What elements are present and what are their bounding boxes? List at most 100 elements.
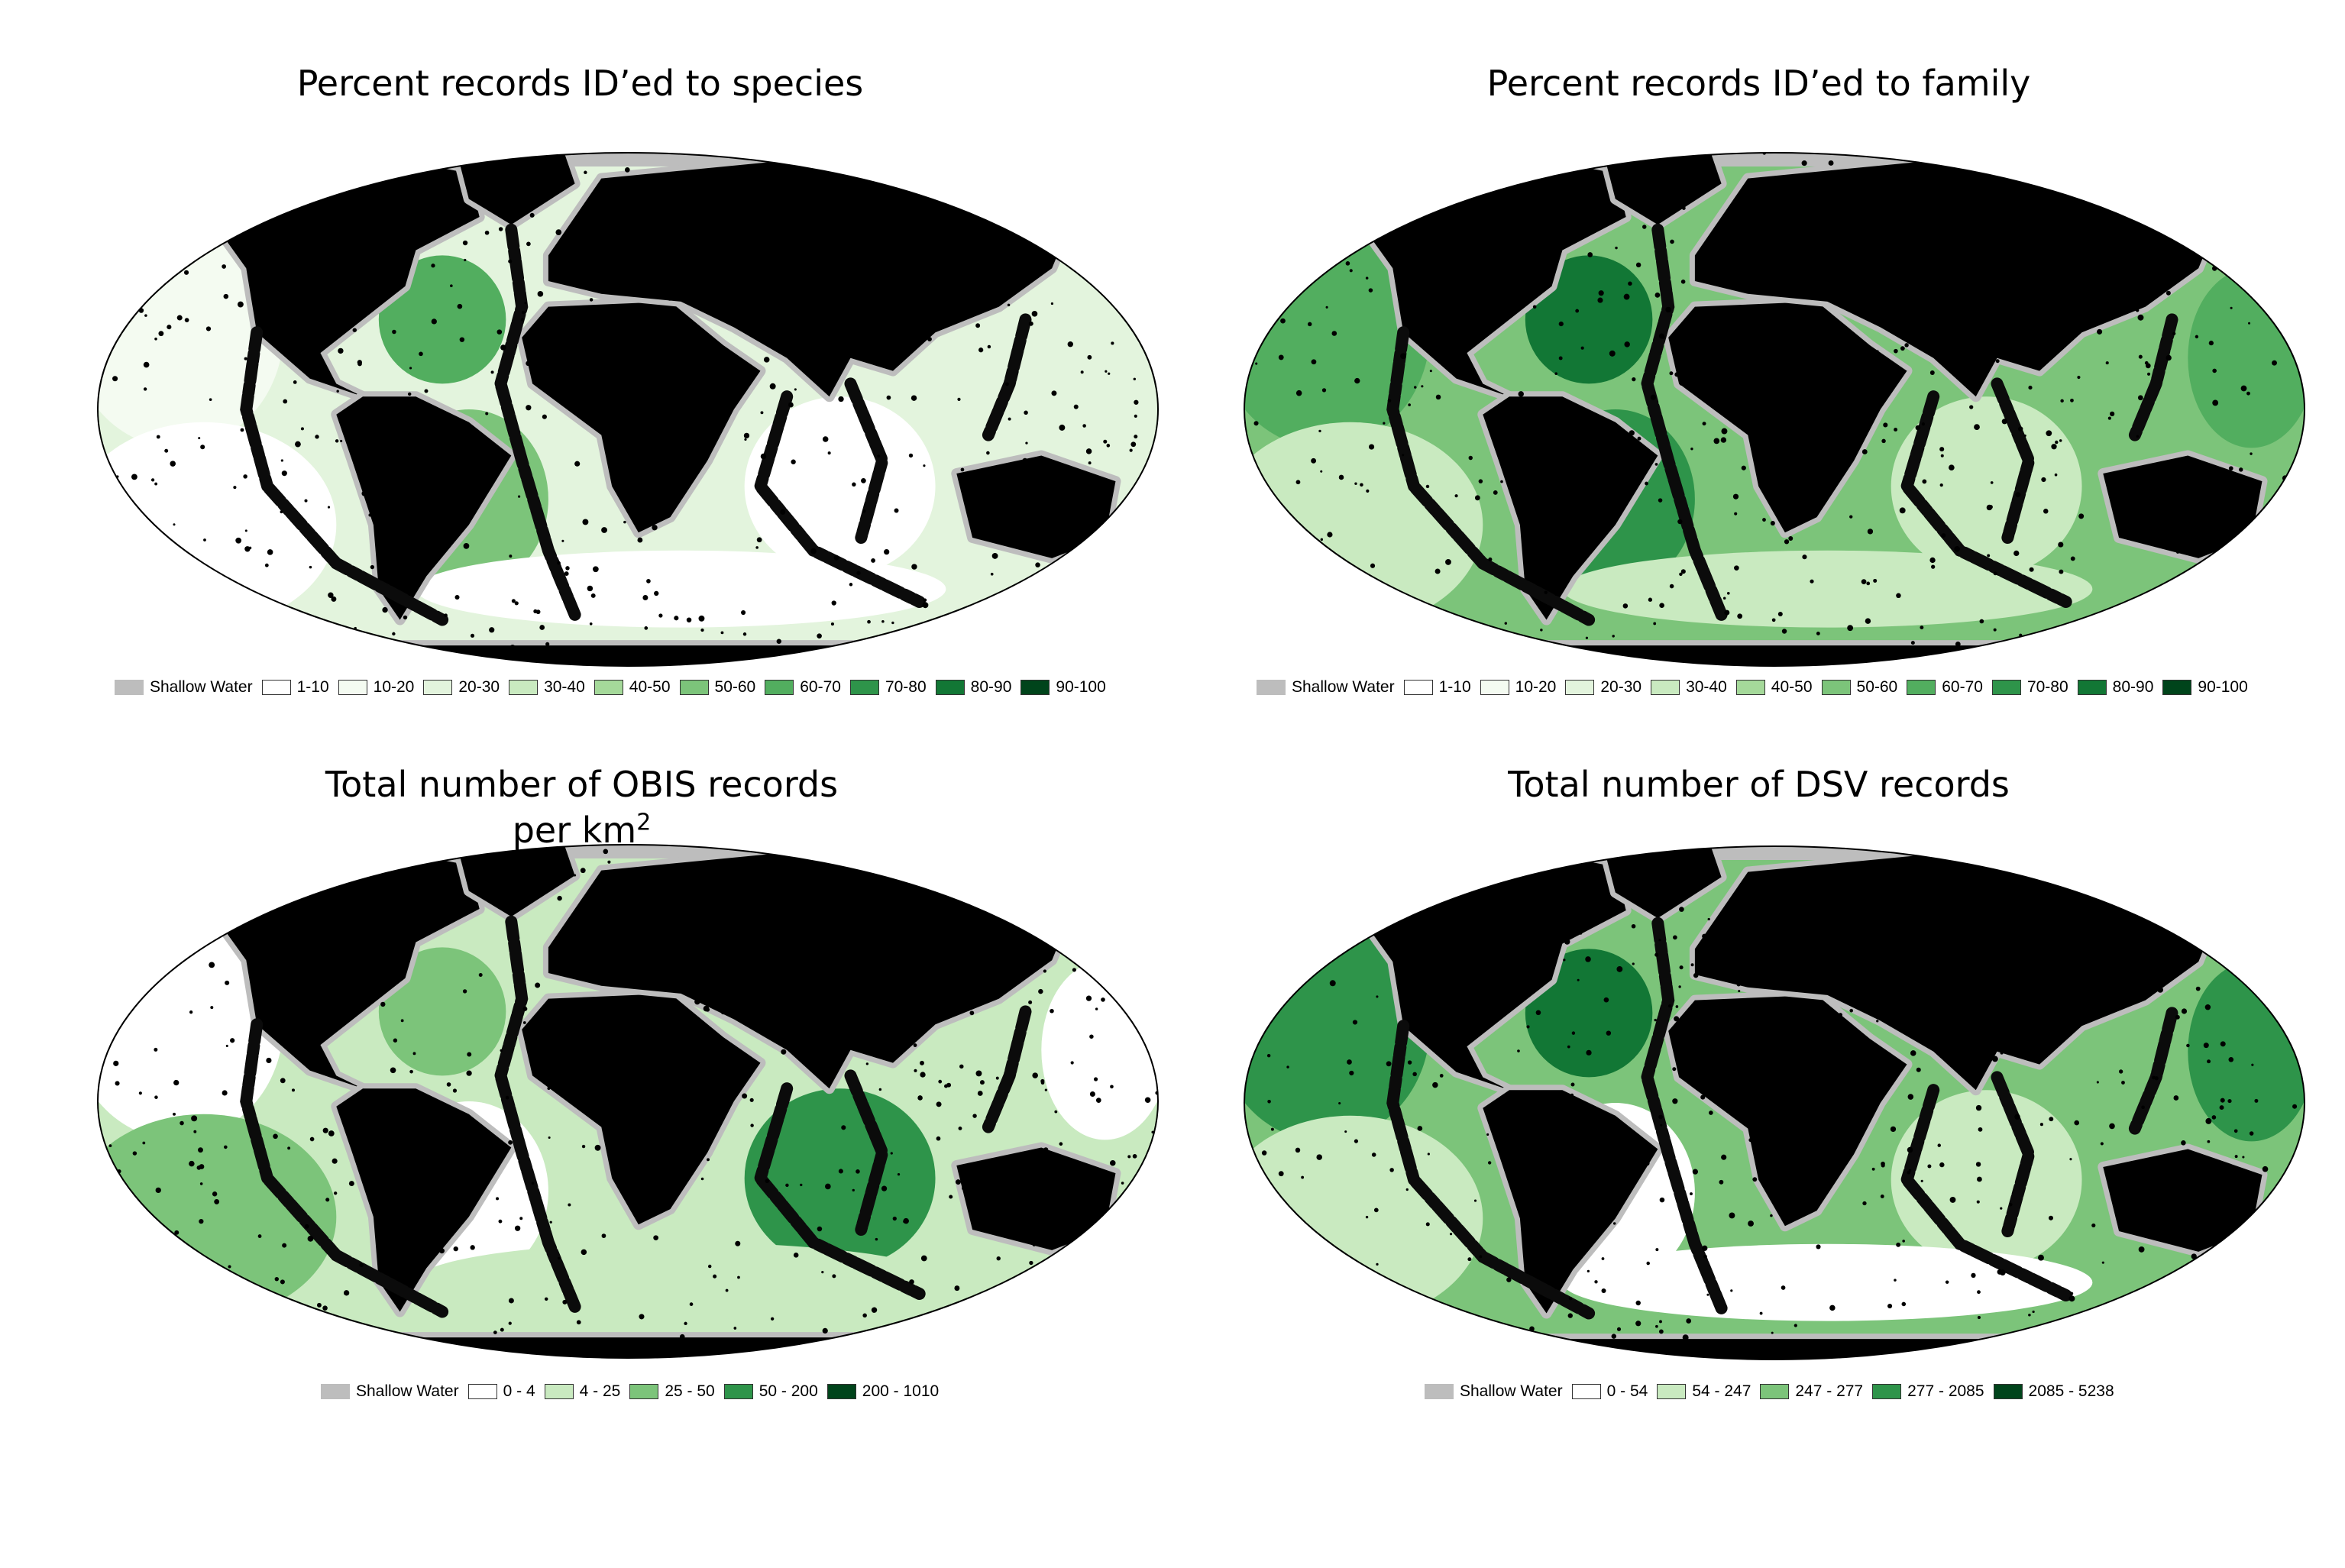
seafloor-feature bbox=[646, 868, 652, 874]
seafloor-feature bbox=[760, 453, 767, 460]
seafloor-feature bbox=[955, 1179, 961, 1185]
seafloor-feature bbox=[1650, 394, 1656, 400]
seafloor-feature bbox=[2246, 391, 2250, 396]
seafloor-feature bbox=[531, 1182, 535, 1185]
seafloor-feature bbox=[1839, 435, 1846, 441]
seafloor-feature bbox=[735, 1240, 741, 1246]
seafloor-feature bbox=[2049, 965, 2055, 969]
seafloor-feature bbox=[586, 651, 589, 655]
legend-swatch bbox=[1257, 680, 1286, 695]
seafloor-feature bbox=[849, 583, 853, 587]
seafloor-feature bbox=[291, 1088, 296, 1092]
seafloor-feature bbox=[327, 506, 331, 509]
seafloor-feature bbox=[1887, 287, 1891, 291]
legend-item: 90-100 bbox=[1020, 678, 1106, 697]
seafloor-feature bbox=[859, 349, 862, 352]
seafloor-feature bbox=[574, 874, 577, 877]
seafloor-feature bbox=[1655, 1248, 1659, 1252]
seafloor-feature bbox=[1951, 186, 1956, 192]
seafloor-feature bbox=[1982, 970, 1985, 973]
seafloor-feature bbox=[1489, 249, 1494, 254]
seafloor-feature bbox=[2171, 941, 2177, 946]
seafloor-feature bbox=[752, 944, 755, 948]
seafloor-feature bbox=[532, 165, 538, 171]
seafloor-feature bbox=[1901, 1301, 1907, 1307]
seafloor-feature bbox=[1876, 1020, 1879, 1023]
seafloor-feature bbox=[1473, 267, 1479, 273]
seafloor-feature bbox=[1752, 1177, 1758, 1182]
seafloor-feature bbox=[1415, 927, 1420, 933]
seafloor-feature bbox=[1855, 217, 1860, 222]
seafloor-feature bbox=[529, 212, 535, 218]
seafloor-feature bbox=[154, 482, 158, 486]
seafloor-ridge bbox=[2128, 313, 2178, 441]
seafloor-feature bbox=[315, 435, 319, 439]
seafloor-feature bbox=[918, 891, 922, 895]
seafloor-feature bbox=[2060, 399, 2064, 403]
seafloor-feature bbox=[1867, 1098, 1874, 1104]
seafloor-feature bbox=[198, 1147, 203, 1153]
seafloor-feature bbox=[535, 982, 541, 988]
ocean-region bbox=[1525, 255, 1653, 384]
seafloor-feature bbox=[671, 880, 677, 886]
seafloor-feature bbox=[390, 1067, 396, 1074]
seafloor-feature bbox=[555, 877, 559, 881]
seafloor-feature bbox=[1533, 1187, 1540, 1194]
seafloor-feature bbox=[1054, 1110, 1058, 1114]
seafloor-feature bbox=[822, 1327, 828, 1334]
seafloor-feature bbox=[189, 1160, 195, 1167]
seafloor-feature bbox=[1696, 1043, 1703, 1049]
seafloor-feature bbox=[1628, 281, 1632, 286]
seafloor-feature bbox=[2013, 550, 2020, 557]
seafloor-feature bbox=[1612, 635, 1615, 638]
seafloor-feature bbox=[2135, 309, 2140, 312]
seafloor-feature bbox=[1043, 1185, 1047, 1189]
seafloor-feature bbox=[1320, 470, 1323, 473]
seafloor-feature bbox=[1726, 591, 1730, 595]
seafloor-feature bbox=[2029, 567, 2034, 572]
seafloor-feature bbox=[817, 973, 821, 977]
seafloor-ridge bbox=[844, 377, 889, 544]
seafloor-feature bbox=[2001, 186, 2004, 189]
seafloor-feature bbox=[820, 210, 826, 217]
seafloor-feature bbox=[1050, 1008, 1054, 1014]
seafloor-feature bbox=[131, 474, 137, 480]
seafloor-feature bbox=[325, 906, 329, 910]
seafloor-feature bbox=[1506, 281, 1510, 286]
seafloor-feature bbox=[1748, 1220, 1754, 1227]
seafloor-feature bbox=[830, 622, 834, 626]
seafloor-feature bbox=[615, 225, 619, 229]
seafloor-feature bbox=[659, 270, 666, 277]
seafloor-feature bbox=[2195, 986, 2201, 991]
seafloor-feature bbox=[184, 318, 189, 322]
seafloor-feature bbox=[2055, 440, 2059, 445]
landmass-australia bbox=[956, 455, 1116, 558]
seafloor-ridge bbox=[753, 1082, 926, 1300]
seafloor-feature bbox=[1885, 380, 1888, 383]
seafloor-feature bbox=[1414, 386, 1417, 389]
seafloor-feature bbox=[789, 1046, 794, 1051]
seafloor-feature bbox=[1060, 1156, 1066, 1163]
seafloor-feature bbox=[2112, 481, 2116, 485]
seafloor-feature bbox=[2240, 486, 2244, 490]
seafloor-feature bbox=[1862, 1201, 1867, 1206]
seafloor-feature bbox=[1101, 997, 1105, 1002]
seafloor-feature bbox=[1654, 1018, 1657, 1022]
seafloor-feature bbox=[1913, 875, 1918, 879]
seafloor-feature bbox=[2233, 1129, 2238, 1133]
seafloor-feature bbox=[1658, 939, 1661, 942]
seafloor-feature bbox=[1880, 1195, 1884, 1198]
seafloor-feature bbox=[293, 292, 299, 298]
landmass-south-america bbox=[1483, 396, 1658, 620]
seafloor-feature bbox=[180, 1120, 184, 1126]
seafloor-ridge bbox=[844, 1069, 889, 1236]
seafloor-feature bbox=[737, 1275, 740, 1279]
seafloor-feature bbox=[1847, 625, 1854, 632]
legend-swatch bbox=[1651, 680, 1680, 695]
seafloor-feature bbox=[1818, 885, 1823, 891]
seafloor-feature bbox=[304, 1224, 309, 1229]
seafloor-feature bbox=[581, 941, 584, 944]
seafloor-feature bbox=[1412, 267, 1416, 270]
panel-title-line2: per km2 bbox=[512, 809, 652, 851]
seafloor-feature bbox=[2038, 1254, 2044, 1261]
